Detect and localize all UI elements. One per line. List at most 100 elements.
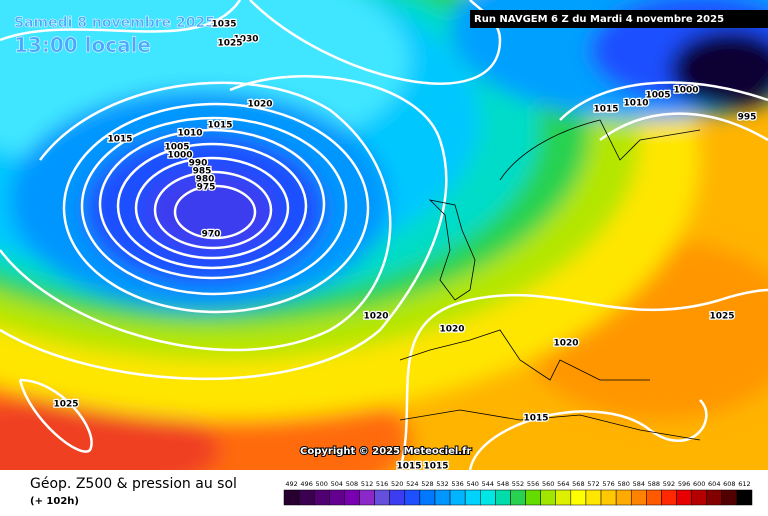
isobar-label: 1010 — [623, 99, 648, 109]
scale-swatch — [344, 489, 360, 506]
scale-swatch — [570, 489, 587, 506]
scale-label: 504 — [331, 480, 343, 488]
isobar-label: 1005 — [164, 143, 189, 153]
scale-swatch — [585, 489, 602, 506]
scale-swatch — [329, 489, 345, 506]
isobar-label: 1015 — [107, 135, 132, 145]
scale-swatch — [525, 489, 541, 506]
scale-label: 588 — [648, 480, 660, 488]
scale-label: 612 — [738, 480, 750, 488]
scale-label: 548 — [497, 480, 509, 488]
isobar — [80, 116, 348, 296]
isobar-label: 1015 — [523, 414, 548, 424]
scale-swatch — [630, 489, 647, 506]
isobar-label: 1000 — [167, 151, 192, 161]
run-text: Run NAVGEM 6 Z du Mardi 4 novembre 2025 — [474, 14, 724, 25]
scale-label: 508 — [346, 480, 358, 488]
coastlines — [399, 119, 701, 441]
scale-swatch — [706, 489, 723, 506]
isobar-label: 1035 — [211, 20, 236, 30]
isobar — [0, 81, 392, 352]
time-text: 13:00 locale — [14, 33, 151, 57]
scale-swatch — [555, 489, 572, 506]
isobar-label: 1015 — [396, 462, 421, 472]
scale-swatch — [661, 489, 677, 506]
isobar-label: 990 — [189, 159, 208, 169]
scale-label: 492 — [285, 480, 297, 488]
scale-label: 512 — [361, 480, 373, 488]
isobar — [18, 378, 93, 453]
footer-title: Géop. Z500 & pression au sol — [30, 476, 237, 492]
scale-swatch — [359, 489, 375, 506]
scale-swatch — [419, 489, 436, 506]
scale-swatch — [646, 489, 662, 506]
scale-label: 552 — [512, 480, 524, 488]
scale-swatch — [691, 489, 707, 506]
scale-swatch — [495, 489, 511, 506]
field — [670, 30, 768, 110]
scale-label: 604 — [708, 480, 720, 488]
scale-swatch — [600, 489, 617, 506]
scale-swatch — [721, 489, 738, 506]
isobar-label: 1010 — [177, 129, 202, 139]
isobar — [398, 288, 768, 470]
scale-swatch — [404, 489, 421, 506]
isobar — [173, 184, 257, 240]
scale-label: 572 — [587, 480, 599, 488]
scale-label: 564 — [557, 480, 569, 488]
scale-label: 568 — [572, 480, 584, 488]
scale-label: 584 — [633, 480, 645, 488]
isobar — [559, 81, 768, 121]
isobar — [468, 399, 708, 470]
scale-label: 496 — [300, 480, 312, 488]
isobar-label: 1025 — [217, 39, 242, 49]
footer-subtitle: (+ 102h) — [30, 496, 79, 507]
scale-label: 608 — [723, 480, 735, 488]
scale-label: 532 — [436, 480, 448, 488]
isobar-label: 980 — [196, 175, 215, 185]
scale-swatch — [374, 489, 390, 506]
scale-swatch — [389, 489, 406, 506]
isobar-label: 995 — [738, 113, 757, 123]
coast — [399, 329, 650, 381]
copyright: Copyright © 2025 Meteociel.fr — [300, 446, 471, 457]
field — [0, 400, 220, 470]
isobar — [62, 102, 370, 314]
scale-swatch — [449, 489, 466, 506]
isobar — [0, 0, 242, 42]
date-text: Samedi 8 novembre 2025 — [14, 15, 215, 31]
scale-label: 536 — [451, 480, 463, 488]
scale-swatch — [298, 489, 315, 506]
coast — [399, 409, 701, 441]
scale-swatch — [283, 489, 300, 506]
isobar-label: 1000 — [673, 86, 698, 96]
scale-label: 580 — [617, 480, 629, 488]
isobar — [98, 128, 326, 280]
scale-label: 560 — [542, 480, 554, 488]
run-box — [470, 10, 768, 28]
isobar-label: 1020 — [553, 339, 578, 349]
scale-swatch — [464, 489, 481, 506]
isobar-label: 975 — [197, 183, 216, 193]
isobar-label: 1020 — [363, 312, 388, 322]
scale-label: 540 — [466, 480, 478, 488]
isobar — [134, 156, 290, 260]
scale-label: 596 — [678, 480, 690, 488]
isobar — [0, 75, 448, 381]
isobar-label: 1015 — [423, 462, 448, 472]
isobar-label: 1005 — [645, 91, 670, 101]
scale-swatch — [615, 489, 632, 506]
isobar — [599, 112, 768, 142]
scale-label: 600 — [693, 480, 705, 488]
scale-label: 592 — [663, 480, 675, 488]
scale-swatch — [540, 489, 556, 506]
scale-label: 544 — [482, 480, 494, 488]
scale-swatch — [510, 489, 526, 506]
scale-label: 520 — [391, 480, 403, 488]
scale-label: 516 — [376, 480, 388, 488]
isobar — [153, 170, 273, 250]
scale-label: 500 — [316, 480, 328, 488]
scale-swatch — [434, 489, 451, 506]
